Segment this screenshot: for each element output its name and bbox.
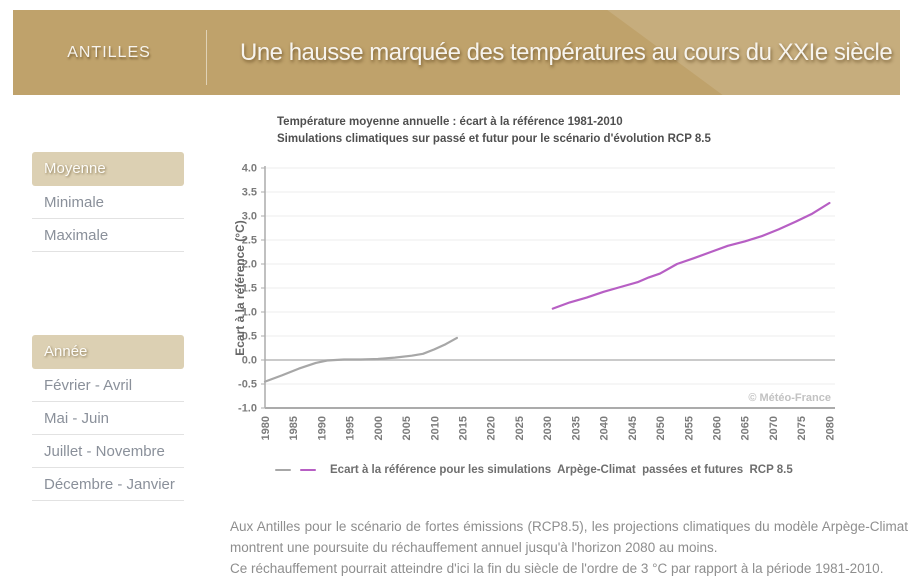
y-tick-label: 2.5 <box>242 235 257 247</box>
x-tick-label: 1995 <box>345 416 357 440</box>
description-paragraph-2: Ce réchauffement pourrait atteindre d'ic… <box>230 561 884 576</box>
legend-dash-future-icon <box>300 469 316 471</box>
sidebar-spacer <box>32 252 184 335</box>
x-tick-label: 2055 <box>683 416 695 440</box>
header-banner: ANTILLES Une hausse marquée des températ… <box>13 10 900 95</box>
x-tick-label: 2045 <box>627 416 639 440</box>
sidebar-item-maximale[interactable]: Maximale <box>32 219 184 252</box>
y-tick-label: 2.0 <box>242 259 257 271</box>
legend-dash-past-icon <box>275 469 291 471</box>
x-tick-label: 2065 <box>740 416 752 440</box>
y-tick-label: -0.5 <box>238 379 257 391</box>
y-tick-label: 0.5 <box>242 331 257 343</box>
chart-subtitle: Simulations climatiques sur passé et fut… <box>277 133 711 145</box>
sidebar-item-decembre-janvier[interactable]: Décembre - Janvier <box>32 468 184 501</box>
page-title: Une hausse marquée des températures au c… <box>240 38 893 66</box>
meteo-france-watermark: © Météo-France <box>748 392 831 404</box>
y-tick-label: 4.0 <box>242 163 257 175</box>
y-tick-label: 1.0 <box>242 307 257 319</box>
description-paragraph-1: Aux Antilles pour le scénario de fortes … <box>230 519 908 555</box>
sidebar-group-statistic: Moyenne Minimale Maximale <box>32 152 184 252</box>
series-line-0 <box>263 336 458 383</box>
sidebar-item-fevrier-avril[interactable]: Février - Avril <box>32 369 184 402</box>
series-line-1 <box>551 201 831 310</box>
y-tick-label: -1.0 <box>238 403 257 415</box>
chart-legend: Ecart à la référence pour les simulation… <box>275 463 793 477</box>
x-tick-label: 2005 <box>401 416 413 440</box>
sidebar: Moyenne Minimale Maximale Année Février - A… <box>32 152 184 501</box>
x-tick-label: 2015 <box>458 416 470 440</box>
x-tick-label: 2080 <box>824 416 836 440</box>
y-tick-label: 0.0 <box>242 355 257 367</box>
y-tick-label: 3.0 <box>242 211 257 223</box>
temperature-anomaly-chart: -1.0 -0.5 0.0 0.5 1.0 1.5 2.0 2.5 3.0 3.5 4.0 1980 1… <box>233 163 836 441</box>
sidebar-item-juillet-novembre[interactable]: Juillet - Novembre <box>32 435 184 468</box>
x-tick-label: 1980 <box>260 416 272 440</box>
x-tick-label: 2075 <box>796 416 808 440</box>
x-tick-label: 2020 <box>486 416 498 440</box>
legend-label: Ecart à la référence pour les simulation… <box>330 464 793 476</box>
sidebar-item-moyenne[interactable]: Moyenne <box>32 152 184 186</box>
x-tick-label: 2000 <box>373 416 385 440</box>
x-tick-label: 2050 <box>655 416 667 440</box>
x-tick-label: 1990 <box>316 416 328 440</box>
x-tick-label: 2040 <box>599 416 611 440</box>
header-divider <box>206 30 207 85</box>
x-tick-label: 1985 <box>288 416 300 440</box>
y-axis-label: Ecart à la référence (°C) <box>233 220 247 356</box>
x-tick-label: 2070 <box>768 416 780 440</box>
sidebar-item-mai-juin[interactable]: Mai - Juin <box>32 402 184 435</box>
y-tick-label: 3.5 <box>242 187 257 199</box>
sidebar-group-period: Année Février - Avril Mai - Juin Juillet - … <box>32 335 184 501</box>
chart-title: Température moyenne annuelle : écart à l… <box>277 116 623 128</box>
x-tick-label: 2060 <box>711 416 723 440</box>
y-tick-label: 1.5 <box>242 283 257 295</box>
sidebar-item-annee[interactable]: Année <box>32 335 184 369</box>
x-tick-label: 2010 <box>429 416 441 440</box>
sidebar-item-minimale[interactable]: Minimale <box>32 186 184 219</box>
x-tick-label: 2035 <box>570 416 582 440</box>
region-label: ANTILLES <box>67 43 151 61</box>
x-tick-label: 2030 <box>542 416 554 440</box>
x-tick-label: 2025 <box>514 416 526 440</box>
